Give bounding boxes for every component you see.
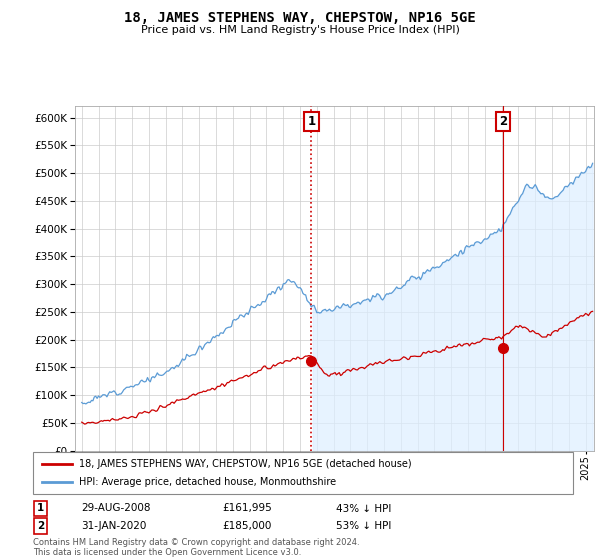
- Text: 2: 2: [499, 115, 507, 128]
- Text: HPI: Average price, detached house, Monmouthshire: HPI: Average price, detached house, Monm…: [79, 477, 337, 487]
- Text: Contains HM Land Registry data © Crown copyright and database right 2024.
This d: Contains HM Land Registry data © Crown c…: [33, 538, 359, 557]
- Text: 1: 1: [307, 115, 316, 128]
- Text: 29-AUG-2008: 29-AUG-2008: [81, 503, 151, 514]
- Text: 18, JAMES STEPHENS WAY, CHEPSTOW, NP16 5GE (detached house): 18, JAMES STEPHENS WAY, CHEPSTOW, NP16 5…: [79, 459, 412, 469]
- Text: 31-JAN-2020: 31-JAN-2020: [81, 521, 146, 531]
- Text: 2: 2: [37, 521, 44, 531]
- Text: 43% ↓ HPI: 43% ↓ HPI: [336, 503, 391, 514]
- Text: £161,995: £161,995: [222, 503, 272, 514]
- Text: £185,000: £185,000: [222, 521, 271, 531]
- Text: 1: 1: [37, 503, 44, 514]
- Text: 18, JAMES STEPHENS WAY, CHEPSTOW, NP16 5GE: 18, JAMES STEPHENS WAY, CHEPSTOW, NP16 5…: [124, 11, 476, 25]
- Text: 53% ↓ HPI: 53% ↓ HPI: [336, 521, 391, 531]
- Text: Price paid vs. HM Land Registry's House Price Index (HPI): Price paid vs. HM Land Registry's House …: [140, 25, 460, 35]
